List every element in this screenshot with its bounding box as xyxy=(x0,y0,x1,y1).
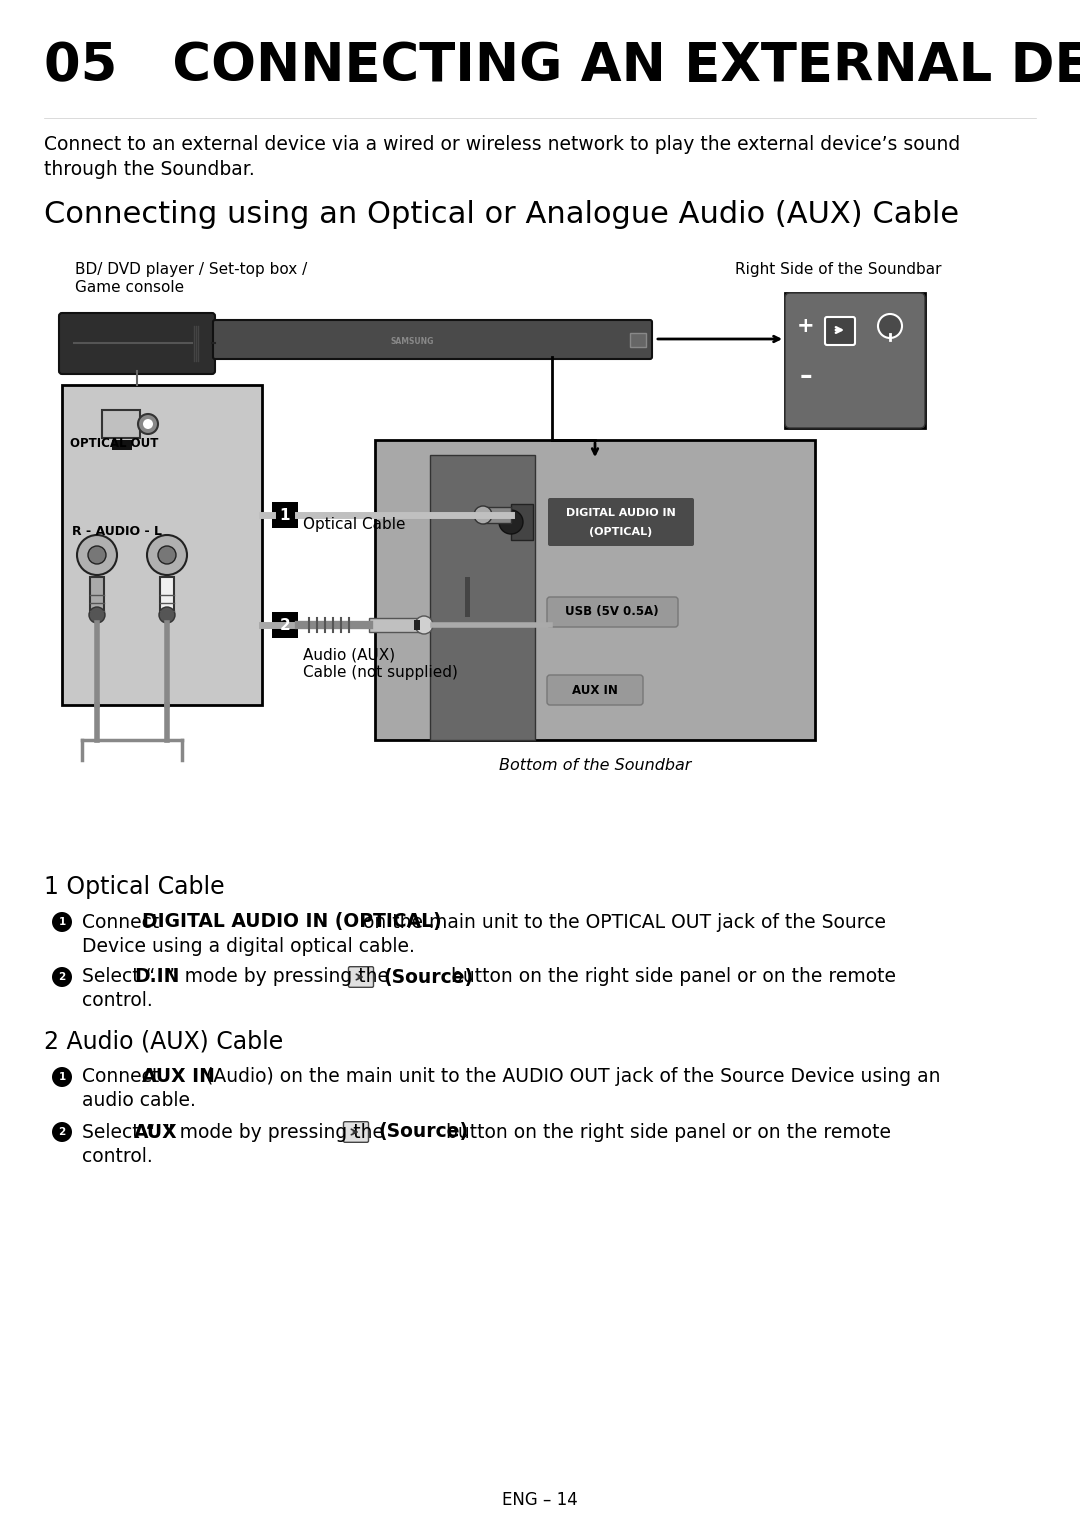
Text: (Source): (Source) xyxy=(378,1123,468,1141)
Text: Connect: Connect xyxy=(82,913,165,931)
Text: R - AUDIO - L: R - AUDIO - L xyxy=(72,525,162,538)
Text: ” mode by pressing the: ” mode by pressing the xyxy=(168,968,389,987)
Text: AUX: AUX xyxy=(134,1123,177,1141)
Text: on the main unit to the OPTICAL OUT jack of the Source: on the main unit to the OPTICAL OUT jack… xyxy=(357,913,886,931)
Text: Audio (AUX): Audio (AUX) xyxy=(303,647,395,662)
Text: ” mode by pressing the: ” mode by pressing the xyxy=(164,1123,384,1141)
Bar xyxy=(102,411,140,438)
Bar xyxy=(630,332,646,348)
Circle shape xyxy=(474,506,492,524)
Circle shape xyxy=(52,967,72,987)
FancyBboxPatch shape xyxy=(59,313,215,374)
Text: 2: 2 xyxy=(58,971,66,982)
Circle shape xyxy=(415,616,433,634)
Text: –: – xyxy=(799,365,812,388)
Text: Connect: Connect xyxy=(82,1068,165,1086)
Text: BD/ DVD player / Set-top box /: BD/ DVD player / Set-top box / xyxy=(75,262,307,277)
Circle shape xyxy=(77,535,117,574)
Text: audio cable.: audio cable. xyxy=(82,1091,195,1111)
FancyBboxPatch shape xyxy=(349,967,374,987)
Circle shape xyxy=(878,314,902,339)
Text: 1: 1 xyxy=(280,507,291,522)
Bar xyxy=(483,507,511,522)
Circle shape xyxy=(158,545,176,564)
Bar xyxy=(369,617,424,633)
Text: button on the right side panel or on the remote: button on the right side panel or on the… xyxy=(446,1123,891,1141)
Text: AUX IN: AUX IN xyxy=(141,1068,215,1086)
Bar xyxy=(465,578,470,617)
Bar xyxy=(272,611,298,637)
Text: 1 Optical Cable: 1 Optical Cable xyxy=(44,875,225,899)
Text: D.IN: D.IN xyxy=(134,968,179,987)
Text: Optical Cable: Optical Cable xyxy=(303,516,405,532)
Text: AUX IN: AUX IN xyxy=(572,683,618,697)
Text: Device using a digital optical cable.: Device using a digital optical cable. xyxy=(82,936,415,956)
Circle shape xyxy=(52,1066,72,1088)
Text: Select “: Select “ xyxy=(82,1123,156,1141)
Text: OPTICAL OUT: OPTICAL OUT xyxy=(70,437,159,450)
Text: 05   CONNECTING AN EXTERNAL DEVICE: 05 CONNECTING AN EXTERNAL DEVICE xyxy=(44,40,1080,92)
Text: 2 Audio (AUX) Cable: 2 Audio (AUX) Cable xyxy=(44,1030,283,1054)
Text: ENG – 14: ENG – 14 xyxy=(502,1491,578,1509)
FancyBboxPatch shape xyxy=(546,597,678,627)
Text: through the Soundbar.: through the Soundbar. xyxy=(44,159,255,179)
FancyBboxPatch shape xyxy=(825,317,855,345)
Text: USB (5V 0.5A): USB (5V 0.5A) xyxy=(565,605,659,619)
Text: Connect to an external device via a wired or wireless network to play the extern: Connect to an external device via a wire… xyxy=(44,135,960,155)
Bar xyxy=(90,578,104,614)
FancyBboxPatch shape xyxy=(343,1121,368,1143)
Text: Bottom of the Soundbar: Bottom of the Soundbar xyxy=(499,758,691,774)
Text: DIGITAL AUDIO IN: DIGITAL AUDIO IN xyxy=(566,509,676,518)
Text: (OPTICAL): (OPTICAL) xyxy=(590,527,652,538)
Text: 1: 1 xyxy=(58,918,66,927)
Text: Right Side of the Soundbar: Right Side of the Soundbar xyxy=(735,262,942,277)
Bar xyxy=(511,504,534,539)
Circle shape xyxy=(89,607,105,624)
Text: control.: control. xyxy=(82,991,152,1011)
Text: 1: 1 xyxy=(58,1072,66,1082)
Bar xyxy=(430,455,535,740)
Text: SAMSUNG: SAMSUNG xyxy=(390,337,434,346)
Bar xyxy=(112,440,132,450)
Text: Game console: Game console xyxy=(75,280,184,296)
Text: (Audio) on the main unit to the AUDIO OUT jack of the Source Device using an: (Audio) on the main unit to the AUDIO OU… xyxy=(200,1068,941,1086)
Text: Select “: Select “ xyxy=(82,968,156,987)
Text: 2: 2 xyxy=(280,617,291,633)
Circle shape xyxy=(138,414,158,434)
Text: control.: control. xyxy=(82,1146,152,1166)
Circle shape xyxy=(87,545,106,564)
Bar xyxy=(785,293,924,427)
Circle shape xyxy=(159,607,175,624)
Circle shape xyxy=(52,1121,72,1141)
Text: Cable (not supplied): Cable (not supplied) xyxy=(303,665,458,680)
Bar xyxy=(414,620,420,630)
Bar xyxy=(272,502,298,529)
FancyBboxPatch shape xyxy=(213,320,652,358)
Circle shape xyxy=(143,418,153,429)
Text: +: + xyxy=(797,316,814,336)
Circle shape xyxy=(147,535,187,574)
FancyBboxPatch shape xyxy=(548,498,694,545)
Text: 2: 2 xyxy=(58,1128,66,1137)
Bar xyxy=(62,385,262,705)
FancyBboxPatch shape xyxy=(546,676,643,705)
Bar xyxy=(160,578,174,614)
Circle shape xyxy=(499,510,523,535)
Circle shape xyxy=(52,912,72,931)
FancyBboxPatch shape xyxy=(785,293,924,427)
Text: DIGITAL AUDIO IN (OPTICAL): DIGITAL AUDIO IN (OPTICAL) xyxy=(141,913,442,931)
Bar xyxy=(375,440,815,740)
Text: Connecting using an Optical or Analogue Audio (AUX) Cable: Connecting using an Optical or Analogue … xyxy=(44,201,959,228)
Text: button on the right side panel or on the remote: button on the right side panel or on the… xyxy=(451,968,896,987)
Text: (Source): (Source) xyxy=(383,968,473,987)
